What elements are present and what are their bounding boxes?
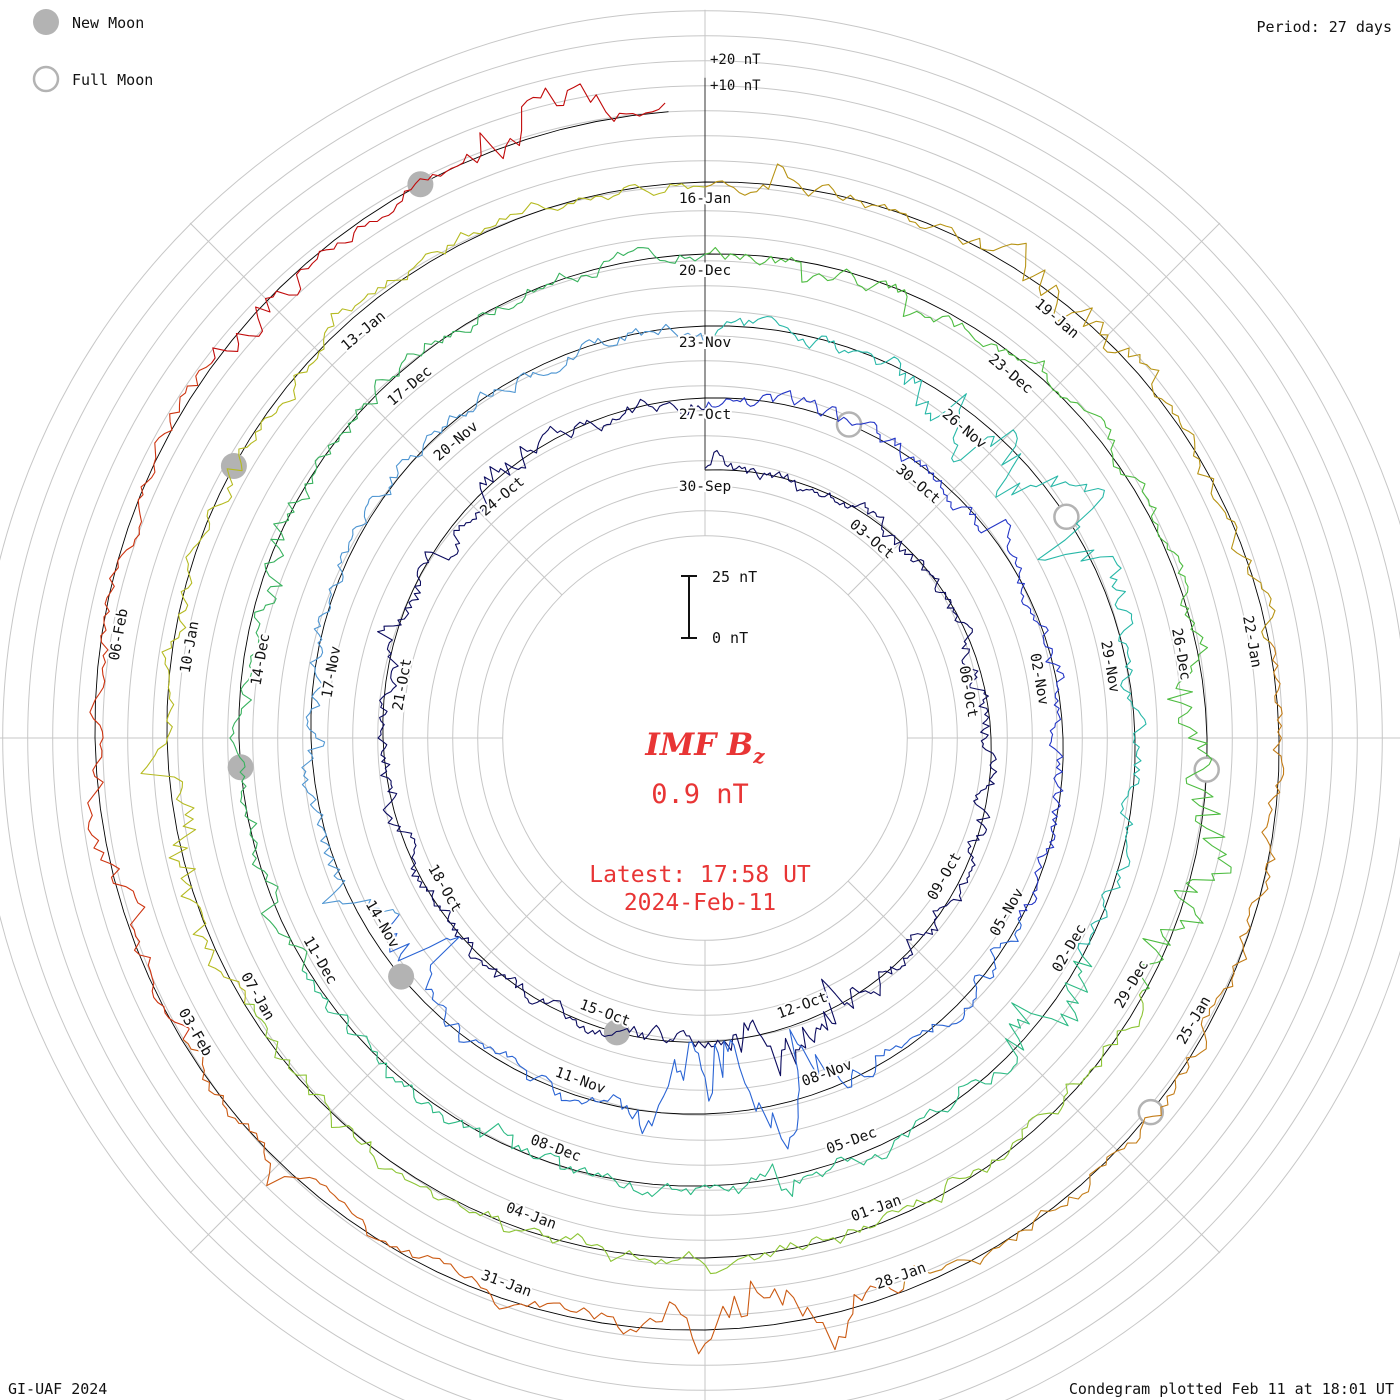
bz-trace-segment <box>244 990 1144 1275</box>
date-label: 02-Dec <box>1050 922 1090 975</box>
center-latest-time: Latest: 17:58 UT <box>589 862 811 888</box>
bz-trace-segment <box>377 398 998 1077</box>
date-label: 08-Nov <box>800 1057 855 1090</box>
bz-trace-segment <box>140 183 706 1004</box>
credit-label: GI-UAF 2024 <box>8 1380 107 1398</box>
date-label: 03-Oct <box>846 517 896 563</box>
date-label: 17-Dec <box>385 363 435 409</box>
full-moon-legend-label: Full Moon <box>72 71 153 89</box>
date-label: 20-Nov <box>431 418 482 464</box>
date-label: 26-Dec <box>1168 627 1193 681</box>
bz-trace-segment <box>704 163 1276 643</box>
date-label: 15-Oct <box>577 997 632 1030</box>
grid-spoke <box>189 222 563 596</box>
full-moon-icon <box>32 65 60 93</box>
date-label: 20-Dec <box>679 263 731 279</box>
bz-trace-segment <box>229 247 706 971</box>
quantity-subscript: z <box>752 744 765 768</box>
date-label: 21-Oct <box>390 658 415 712</box>
date-label: 06-Feb <box>107 608 132 662</box>
scale-bar-bottom-label: 0 nT <box>712 629 748 647</box>
full-moon-marker <box>1137 1098 1165 1126</box>
date-label: 04-Jan <box>504 1200 559 1233</box>
date-label: 22-Jan <box>1239 615 1264 669</box>
grid-spoke <box>847 880 1221 1254</box>
full-moon-marker <box>1193 756 1220 783</box>
quantity-text: IMF B <box>644 727 753 763</box>
date-label: 09-Oct <box>925 850 965 903</box>
bz-trace-segment <box>902 642 1285 1290</box>
plotted-label: Condegram plotted Feb 11 at 18:01 UT <box>1069 1380 1394 1398</box>
grid-spoke <box>847 222 1221 596</box>
date-label: 23-Nov <box>679 335 732 351</box>
grid-ring <box>0 10 1400 1400</box>
date-label: 18-Oct <box>424 862 464 915</box>
center-latest-date: 2024-Feb-11 <box>624 890 776 916</box>
date-label: 26-Nov <box>939 406 990 452</box>
bz-trace-segment <box>704 315 1147 957</box>
radial-axis-label-plus10: +10 nT <box>710 78 761 94</box>
grid-spoke <box>189 880 563 1254</box>
moon-markers <box>220 171 1220 1126</box>
new-moon-marker <box>227 754 254 781</box>
date-label: 27-Oct <box>679 407 731 423</box>
moon-legend: New Moon Full Moon <box>32 9 153 93</box>
date-label: 17-Nov <box>319 645 344 700</box>
date-label: 07-Jan <box>237 970 277 1023</box>
bz-trace-segment <box>383 914 1022 1150</box>
new-moon-marker <box>603 1019 630 1046</box>
bz-trace-segment <box>704 390 1065 920</box>
date-label: 11-Dec <box>300 934 340 987</box>
polar-grid <box>0 9 1400 1400</box>
scale-bar-top-label: 25 nT <box>712 568 757 586</box>
center-latest-value: 0.9 nT <box>651 779 749 810</box>
date-label: 30-Oct <box>892 462 942 508</box>
scale-bar: 25 nT 0 nT <box>681 568 757 647</box>
date-label: 23-Dec <box>985 351 1035 397</box>
bz-trace-segment <box>301 323 706 915</box>
date-label: 14-Dec <box>249 633 274 687</box>
bz-trace-segment <box>210 83 666 364</box>
bz-trace-segment <box>301 955 1093 1198</box>
zero-nT-baseline <box>94 111 1280 1331</box>
bz-trace-segment <box>182 1038 904 1355</box>
new-moon-marker <box>407 171 434 198</box>
radial-axis-label-plus20: +20 nT <box>710 52 761 68</box>
date-label: 08-Dec <box>528 1132 583 1165</box>
date-label: 05-Dec <box>824 1125 879 1158</box>
new-moon-legend-label: New Moon <box>72 14 144 32</box>
new-moon-marker <box>220 453 247 479</box>
date-label: 16-Jan <box>679 191 731 207</box>
date-label: 30-Sep <box>679 479 731 495</box>
date-label: 14-Nov <box>362 898 402 952</box>
bz-trace-segment <box>704 246 1232 992</box>
new-moon-icon <box>33 9 59 35</box>
bz-traces <box>87 83 1285 1355</box>
full-moon-marker <box>1053 503 1080 531</box>
date-label: 31-Jan <box>479 1268 534 1301</box>
period-label: Period: 27 days <box>1257 18 1392 36</box>
grid-ring <box>2 35 1400 1400</box>
date-label: 13-Jan <box>338 308 388 354</box>
date-label: 10-Jan <box>178 620 203 674</box>
new-moon-marker <box>388 963 415 990</box>
date-label: 01-Jan <box>849 1192 904 1225</box>
bz-trace-segment <box>87 362 212 1040</box>
date-label: 28-Jan <box>874 1260 929 1293</box>
baseline-spiral <box>94 111 1280 1331</box>
date-label: 11-Nov <box>553 1065 608 1098</box>
center-quantity-label: IMF Bz <box>644 727 765 768</box>
